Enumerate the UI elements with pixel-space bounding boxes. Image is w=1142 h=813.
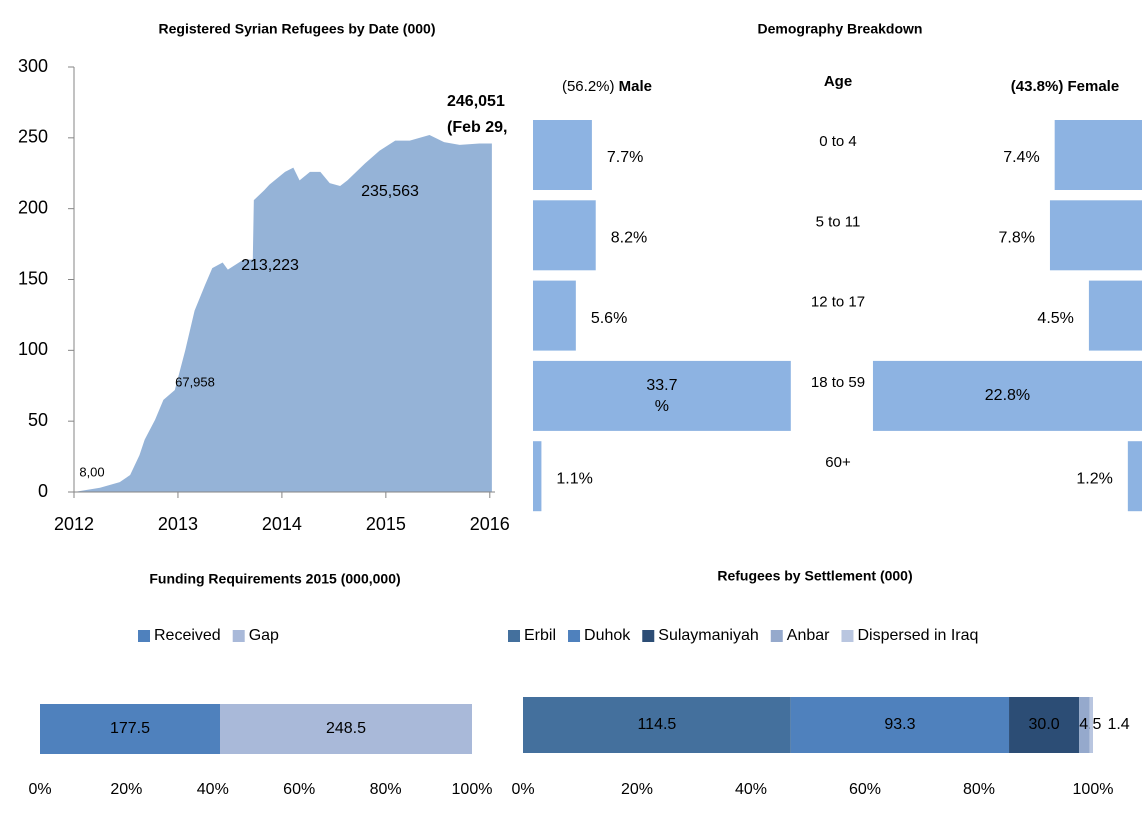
value-label: 7.8% <box>998 230 1034 247</box>
value-label: 1.4 <box>1107 716 1129 733</box>
value-label: 5.6% <box>591 310 627 327</box>
category-label: 60+ <box>825 454 851 471</box>
annotation: 213,223 <box>241 257 299 274</box>
bar <box>533 280 576 351</box>
legend-entry: Gap <box>249 627 279 644</box>
legend-entry: Duhok <box>584 627 631 644</box>
legend-entry: (56.2%) Male <box>562 78 652 95</box>
legend-entry: (43.8%) Female <box>1011 78 1119 95</box>
value-label-line: 33.7 <box>646 377 677 394</box>
legend-swatch <box>508 630 520 642</box>
bar-segment <box>1089 697 1093 753</box>
value-label: 114.5 <box>637 716 676 733</box>
value-label: 30.0 <box>1029 716 1060 733</box>
legend-entry: Received <box>154 627 221 644</box>
bar <box>1088 280 1142 351</box>
legend-swatch <box>568 630 581 642</box>
x-tick-label: 80% <box>370 781 402 798</box>
share: (43.8%) <box>1011 78 1064 95</box>
x-tick-label: 0% <box>28 781 51 798</box>
value-label: 1.2% <box>1076 470 1112 487</box>
share: (56.2%) <box>562 78 615 95</box>
x-tick-label: 80% <box>963 781 995 798</box>
category-label: 12 to 17 <box>811 294 865 311</box>
bar <box>1049 200 1142 271</box>
y-tick-label: 0 <box>38 481 48 501</box>
value-label: 8.2% <box>611 230 647 247</box>
y-tick-label: 150 <box>18 268 48 288</box>
x-tick-label: 60% <box>849 781 881 798</box>
annotation: 8,00 <box>79 464 104 479</box>
series-name: Female <box>1068 78 1120 95</box>
legend-entry: Dispersed in Iraq <box>857 627 978 644</box>
bar <box>533 200 596 271</box>
bar-segment <box>1009 697 1080 753</box>
value-label-line: % <box>655 398 669 415</box>
value-label: 7.7% <box>607 149 643 166</box>
value-label: 7.4% <box>1003 149 1039 166</box>
value-label: 1.1% <box>556 470 592 487</box>
area <box>74 135 492 492</box>
x-tick-label: 0% <box>511 781 534 798</box>
y-tick-label: 100 <box>18 339 48 359</box>
bar <box>533 360 791 431</box>
y-tick-label: 50 <box>28 410 48 430</box>
x-tick-label: 2012 <box>54 514 94 534</box>
x-tick-label: 100% <box>1073 781 1114 798</box>
legend-entry: Erbil <box>524 627 556 644</box>
value-label: 248.5 <box>326 720 366 737</box>
category-label: 5 to 11 <box>816 213 861 230</box>
legend-swatch <box>138 630 150 642</box>
value-label: 33.7% <box>646 377 677 415</box>
x-tick-label: 100% <box>452 781 493 798</box>
chart-title: Registered Syrian Refugees by Date (000) <box>159 21 436 37</box>
chart-title: Demography Breakdown <box>758 21 923 37</box>
bar <box>533 441 542 512</box>
series-name: Male <box>619 78 652 95</box>
annotation: (Feb 29, <box>447 119 507 136</box>
annotation: 67,958 <box>175 374 215 389</box>
legend-entry: Sulaymaniyah <box>658 627 759 644</box>
bar-segment <box>40 704 220 754</box>
x-tick-label: 20% <box>110 781 142 798</box>
x-tick-label: 2015 <box>366 514 406 534</box>
legend-entry: Anbar <box>787 627 830 644</box>
bar <box>1127 441 1142 512</box>
legend-swatch <box>232 630 245 642</box>
annotation: 235,563 <box>361 183 419 200</box>
legend-swatch <box>770 630 783 642</box>
x-tick-label: 2013 <box>158 514 198 534</box>
value-label: 177.5 <box>110 720 150 737</box>
chart-title: Refugees by Settlement (000) <box>717 568 912 584</box>
x-tick-label: 2016 <box>470 514 510 534</box>
value-label: 4.5% <box>1037 310 1073 327</box>
legend-swatch <box>841 630 854 642</box>
x-tick-label: 40% <box>735 781 767 798</box>
bar <box>872 360 1142 431</box>
value-label: 93.3 <box>884 716 915 733</box>
y-tick-label: 200 <box>18 197 48 217</box>
axis-label: Age <box>824 73 852 90</box>
bar-segment <box>220 704 472 754</box>
bar-segment <box>790 697 1010 753</box>
bar <box>1054 120 1142 190</box>
category-label: 0 to 4 <box>819 133 857 150</box>
legend-swatch <box>642 630 655 642</box>
x-tick-label: 40% <box>197 781 229 798</box>
category-label: 18 to 59 <box>811 374 865 391</box>
value-label: 22.8% <box>985 387 1030 404</box>
chart-title: Funding Requirements 2015 (000,000) <box>149 571 400 587</box>
x-tick-label: 60% <box>283 781 315 798</box>
y-tick-label: 250 <box>18 127 48 147</box>
bar <box>533 120 592 190</box>
bar-segment <box>523 697 791 753</box>
y-tick-label: 300 <box>18 56 48 76</box>
annotation: 246,051 <box>447 93 505 110</box>
x-tick-label: 20% <box>621 781 653 798</box>
x-tick-label: 2014 <box>262 514 302 534</box>
bar-segment <box>1079 697 1090 753</box>
